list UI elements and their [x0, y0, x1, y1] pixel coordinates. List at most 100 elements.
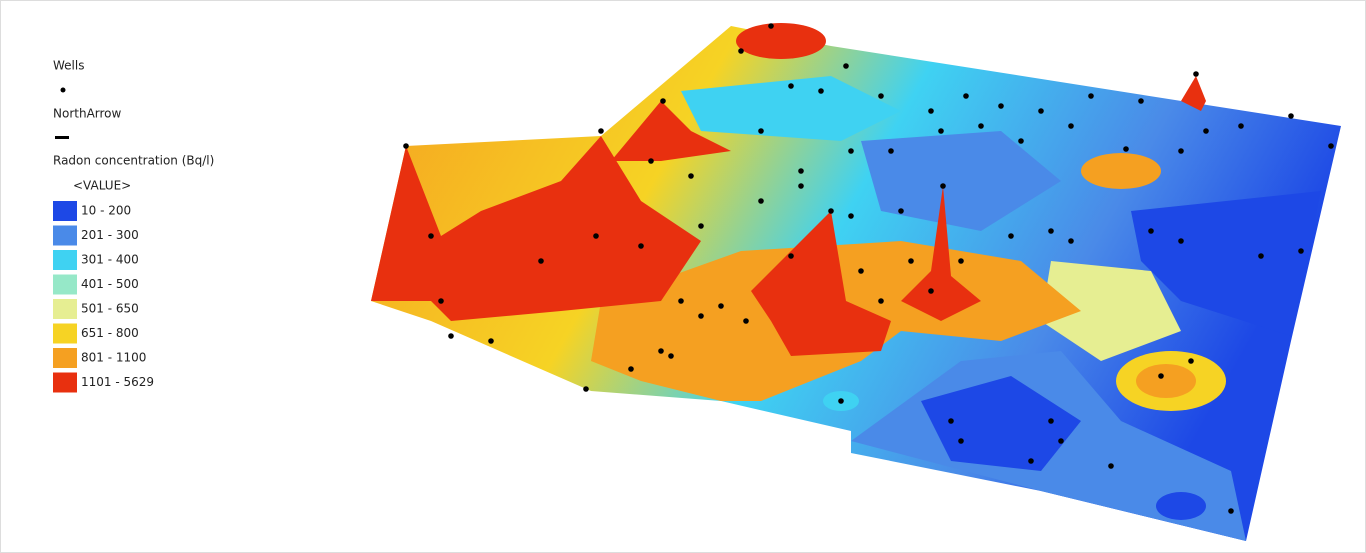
- legend: Wells NorthArrow Radon concentration (Bq…: [53, 59, 214, 393]
- well-point: [1008, 233, 1014, 239]
- well-point: [698, 313, 704, 319]
- legend-class-label: 401 - 500: [81, 277, 139, 291]
- well-point: [938, 128, 944, 134]
- well-point: [798, 168, 804, 174]
- well-point: [958, 258, 964, 264]
- well-point: [1148, 228, 1154, 234]
- well-point: [963, 93, 969, 99]
- well-point: [898, 208, 904, 214]
- legend-swatch: [53, 348, 77, 368]
- well-point: [843, 63, 849, 69]
- well-point: [1298, 248, 1304, 254]
- well-point: [1018, 138, 1024, 144]
- well-point: [798, 183, 804, 189]
- well-point: [888, 148, 894, 154]
- zone-blue: [1156, 492, 1206, 520]
- legend-swatch: [53, 324, 77, 344]
- well-point: [1058, 438, 1064, 444]
- well-point: [1088, 93, 1094, 99]
- northarrow-symbol: [55, 136, 69, 139]
- well-point: [878, 298, 884, 304]
- well-point: [1123, 146, 1129, 152]
- well-point: [1328, 143, 1334, 149]
- well-point: [758, 198, 764, 204]
- well-point: [438, 298, 444, 304]
- well-point: [1068, 238, 1074, 244]
- well-point: [698, 223, 704, 229]
- legend-layer: Radon concentration (Bq/l): [53, 154, 214, 168]
- legend-layer: Wells: [53, 59, 84, 73]
- legend-swatch: [53, 201, 77, 221]
- well-point: [1048, 228, 1054, 234]
- well-point: [758, 128, 764, 134]
- well-point: [788, 83, 794, 89]
- well-point: [638, 243, 644, 249]
- well-point: [818, 88, 824, 94]
- map-view: Wells NorthArrow Radon concentration (Bq…: [1, 1, 1365, 552]
- screenshot: Wells NorthArrow Radon concentration (Bq…: [0, 0, 1366, 553]
- well-point: [658, 348, 664, 354]
- well-point: [1038, 108, 1044, 114]
- zone-orange: [1136, 364, 1196, 398]
- well-point: [768, 23, 774, 29]
- well-point: [998, 103, 1004, 109]
- well-point: [1188, 358, 1194, 364]
- legend-class-label: 201 - 300: [81, 228, 139, 242]
- well-point: [743, 318, 749, 324]
- zone-orange: [736, 23, 826, 59]
- wells-symbol: [61, 88, 66, 93]
- legend-swatch: [53, 250, 77, 270]
- well-point: [660, 98, 666, 104]
- well-point: [1138, 98, 1144, 104]
- well-point: [928, 288, 934, 294]
- well-point: [928, 108, 934, 114]
- well-point: [448, 333, 454, 339]
- legend-class-label: 801 - 1100: [81, 351, 146, 365]
- well-point: [593, 233, 599, 239]
- well-point: [1028, 458, 1034, 464]
- legend-layer: NorthArrow: [53, 107, 122, 121]
- well-point: [1238, 123, 1244, 129]
- well-point: [738, 48, 744, 54]
- well-point: [788, 253, 794, 259]
- well-point: [488, 338, 494, 344]
- legend-class-label: 301 - 400: [81, 253, 139, 267]
- well-point: [1178, 148, 1184, 154]
- well-point: [940, 183, 946, 189]
- well-point: [878, 93, 884, 99]
- well-point: [1158, 373, 1164, 379]
- legend-swatch: [53, 373, 77, 393]
- well-point: [628, 366, 634, 372]
- well-point: [1203, 128, 1209, 134]
- well-point: [678, 298, 684, 304]
- well-point: [848, 213, 854, 219]
- well-point: [858, 268, 864, 274]
- well-point: [1068, 123, 1074, 129]
- legend-swatch: [53, 299, 77, 319]
- legend-field: <VALUE>: [73, 179, 131, 193]
- well-point: [538, 258, 544, 264]
- legend-swatch: [53, 275, 77, 295]
- well-point: [688, 173, 694, 179]
- legend-class-label: 501 - 650: [81, 302, 139, 316]
- well-point: [598, 128, 604, 134]
- well-point: [718, 303, 724, 309]
- radon-surface: [371, 23, 1341, 541]
- well-point: [838, 398, 844, 404]
- well-point: [1288, 113, 1294, 119]
- well-point: [403, 143, 409, 149]
- well-point: [948, 418, 954, 424]
- well-point: [978, 123, 984, 129]
- well-point: [1228, 508, 1234, 514]
- well-point: [583, 386, 589, 392]
- well-point: [1193, 71, 1199, 77]
- legend-class-label: 1101 - 5629: [81, 375, 154, 389]
- well-point: [428, 233, 434, 239]
- well-point: [1108, 463, 1114, 469]
- well-point: [848, 148, 854, 154]
- well-point: [1258, 253, 1264, 259]
- well-point: [668, 353, 674, 359]
- well-point: [1178, 238, 1184, 244]
- well-point: [1048, 418, 1054, 424]
- legend-class-label: 651 - 800: [81, 326, 139, 340]
